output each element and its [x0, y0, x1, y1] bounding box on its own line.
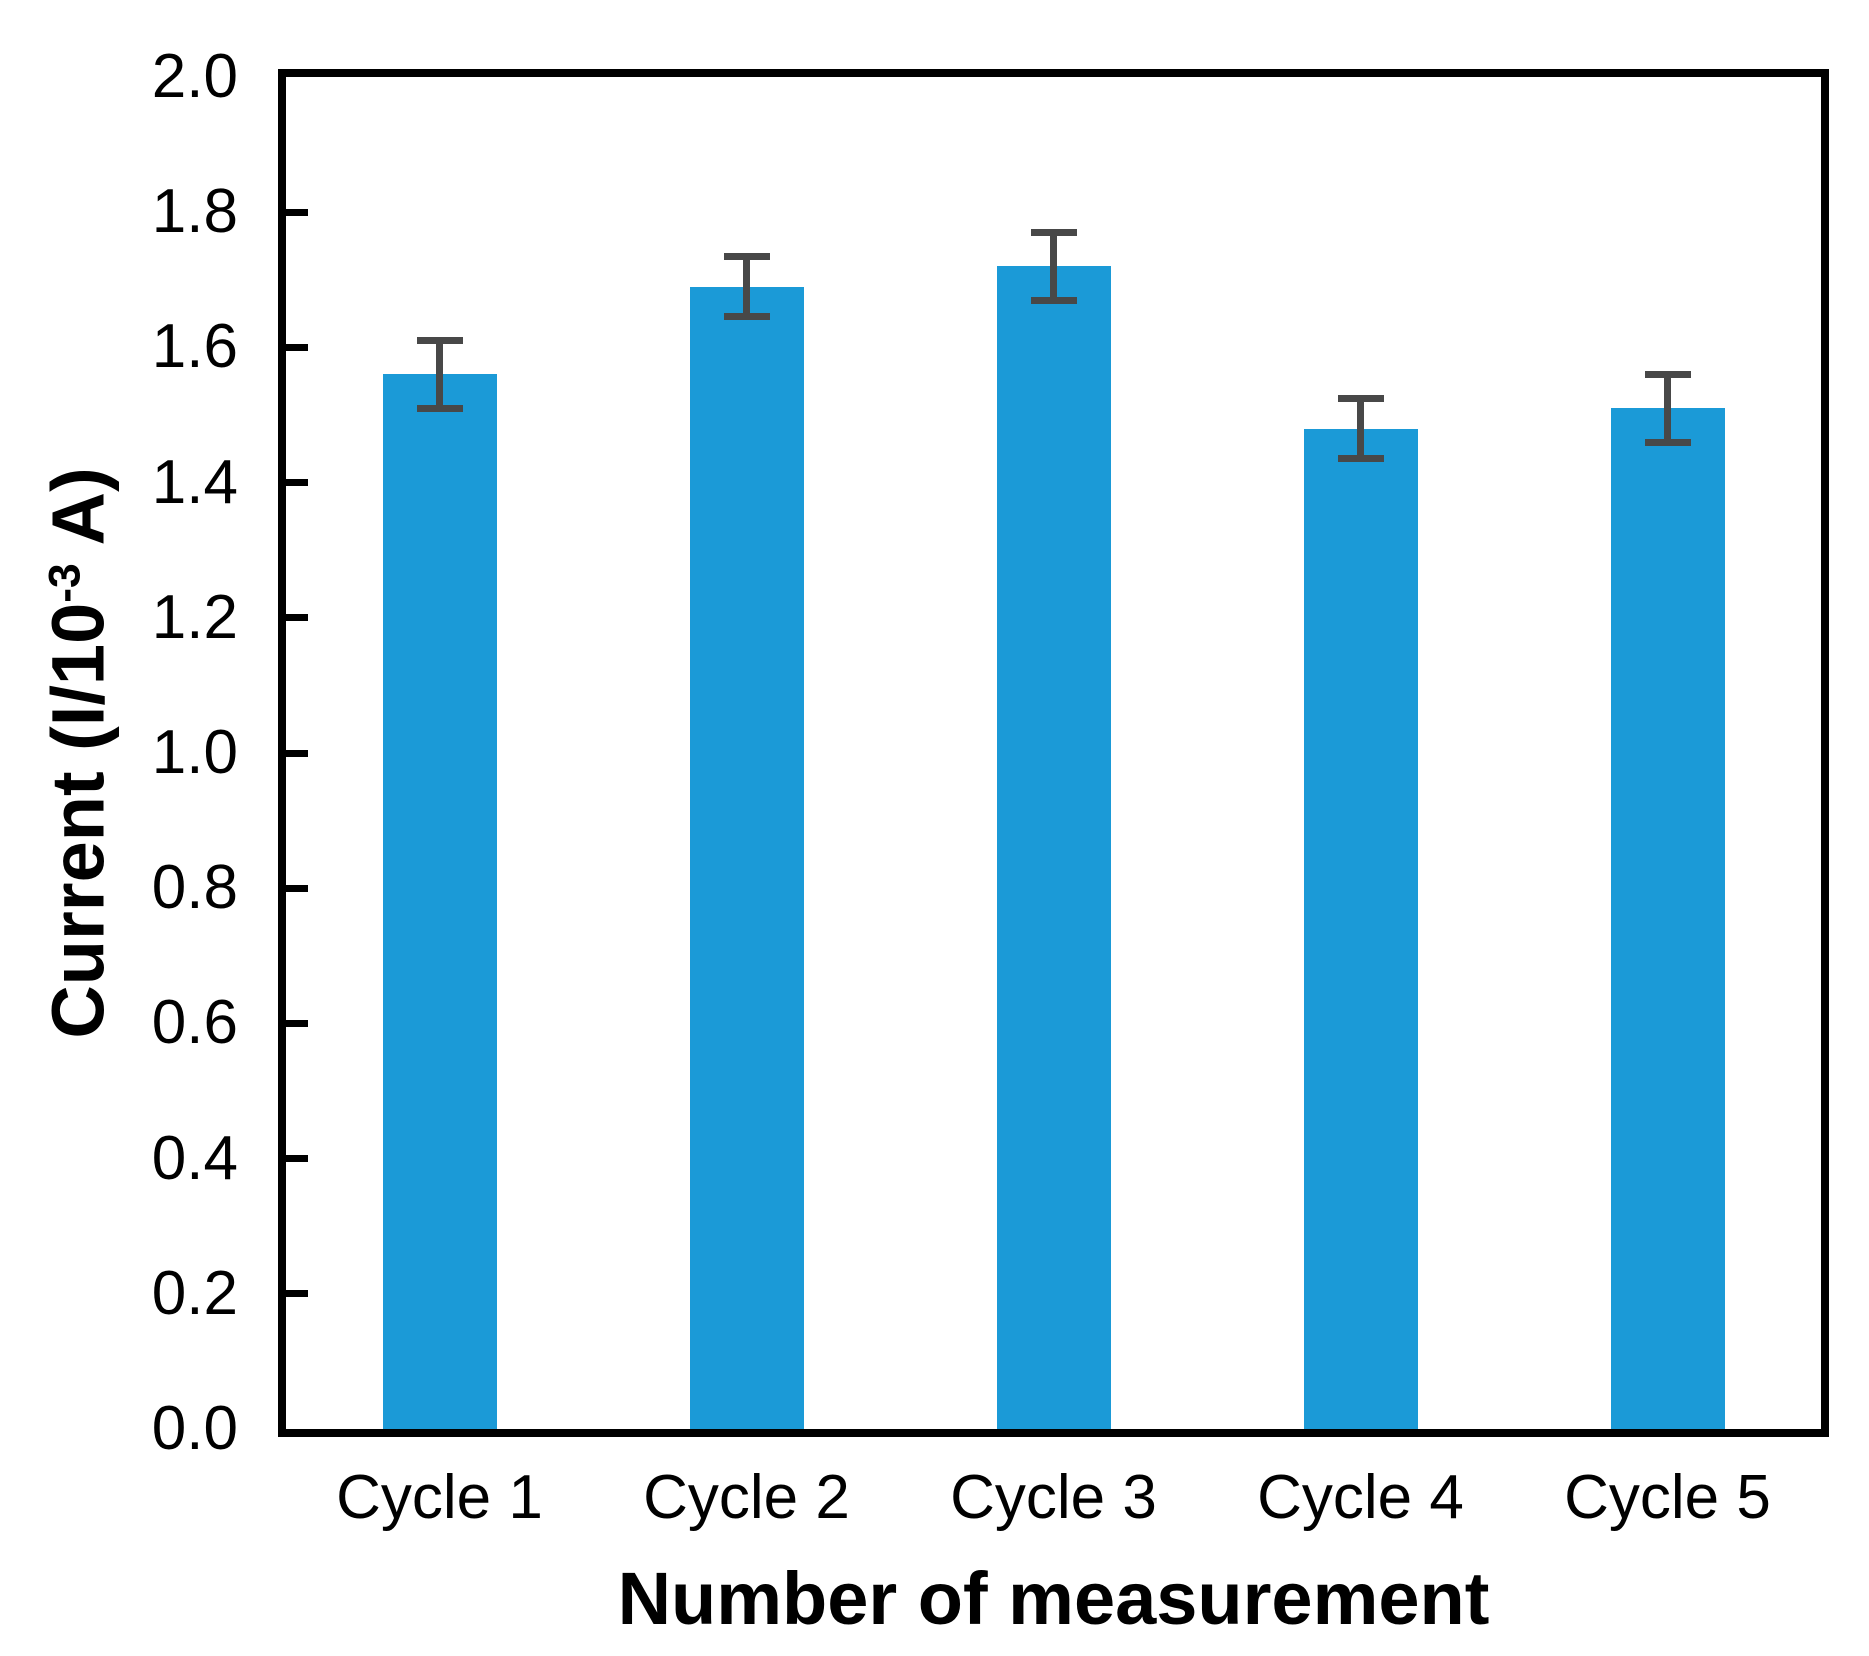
error-bar-cap-top — [1644, 370, 1691, 378]
y-tick-label: 0.8 — [151, 853, 238, 923]
y-tick-mark — [286, 1019, 308, 1027]
y-tick-label: 0.4 — [151, 1123, 238, 1193]
y-tick-label: 0.0 — [151, 1394, 238, 1463]
y-tick-label: 1.8 — [151, 177, 238, 247]
plot-area — [278, 69, 1829, 1437]
bar-3 — [996, 266, 1111, 1429]
y-tick-label: 1.6 — [151, 312, 238, 382]
y-tick-mark — [286, 479, 308, 487]
y-axis-tick-labels: 0.0 0.2 0.4 0.6 0.8 1.0 1.2 1.4 1.6 1.8 2.0 — [0, 42, 238, 1463]
error-bar-cap-top — [416, 337, 463, 345]
error-bar-cap-top — [1337, 394, 1384, 402]
y-tick-mark — [286, 1290, 308, 1298]
x-category-label: Cycle 3 — [950, 1463, 1157, 1532]
error-bar-cap-top — [1030, 228, 1077, 236]
x-category-label: Cycle 5 — [1564, 1463, 1771, 1532]
bar-5 — [1610, 408, 1725, 1429]
x-category-label: Cycle 1 — [336, 1463, 543, 1532]
y-tick-label: 0.2 — [151, 1258, 238, 1328]
y-tick-label: 1.2 — [151, 582, 238, 652]
bar-1 — [382, 374, 497, 1429]
error-bar-cap-bottom — [1644, 438, 1691, 446]
y-tick-label: 1.4 — [151, 447, 238, 517]
error-bar-whisker — [436, 340, 443, 409]
error-bar-whisker — [743, 256, 750, 317]
y-tick-label: 1.0 — [151, 718, 238, 787]
x-axis-title: Number of measurement — [617, 1557, 1490, 1640]
error-bar-whisker — [1357, 398, 1364, 459]
bar-4 — [1303, 428, 1418, 1429]
error-bar-whisker — [1050, 232, 1057, 301]
x-category-label: Cycle 4 — [1257, 1463, 1464, 1532]
y-tick-label: 2.0 — [151, 42, 238, 111]
y-tick-label: 0.6 — [151, 988, 238, 1058]
bar-2 — [689, 286, 804, 1429]
error-bar-cap-bottom — [723, 313, 770, 321]
error-bar-cap-top — [723, 252, 770, 260]
x-axis-category-labels: Cycle 1 Cycle 2 Cycle 3 Cycle 4 Cycle 5 — [286, 1458, 1821, 1542]
y-tick-mark — [286, 749, 308, 757]
y-tick-mark — [286, 884, 308, 892]
error-bar-cap-bottom — [416, 404, 463, 412]
error-bar-cap-bottom — [1030, 296, 1077, 304]
x-category-label: Cycle 2 — [643, 1463, 850, 1532]
y-tick-mark — [286, 208, 308, 216]
y-tick-mark — [286, 1155, 308, 1163]
y-tick-mark — [286, 343, 308, 351]
error-bar-whisker — [1664, 374, 1671, 443]
y-tick-mark — [286, 614, 308, 622]
error-bar-cap-bottom — [1337, 455, 1384, 463]
